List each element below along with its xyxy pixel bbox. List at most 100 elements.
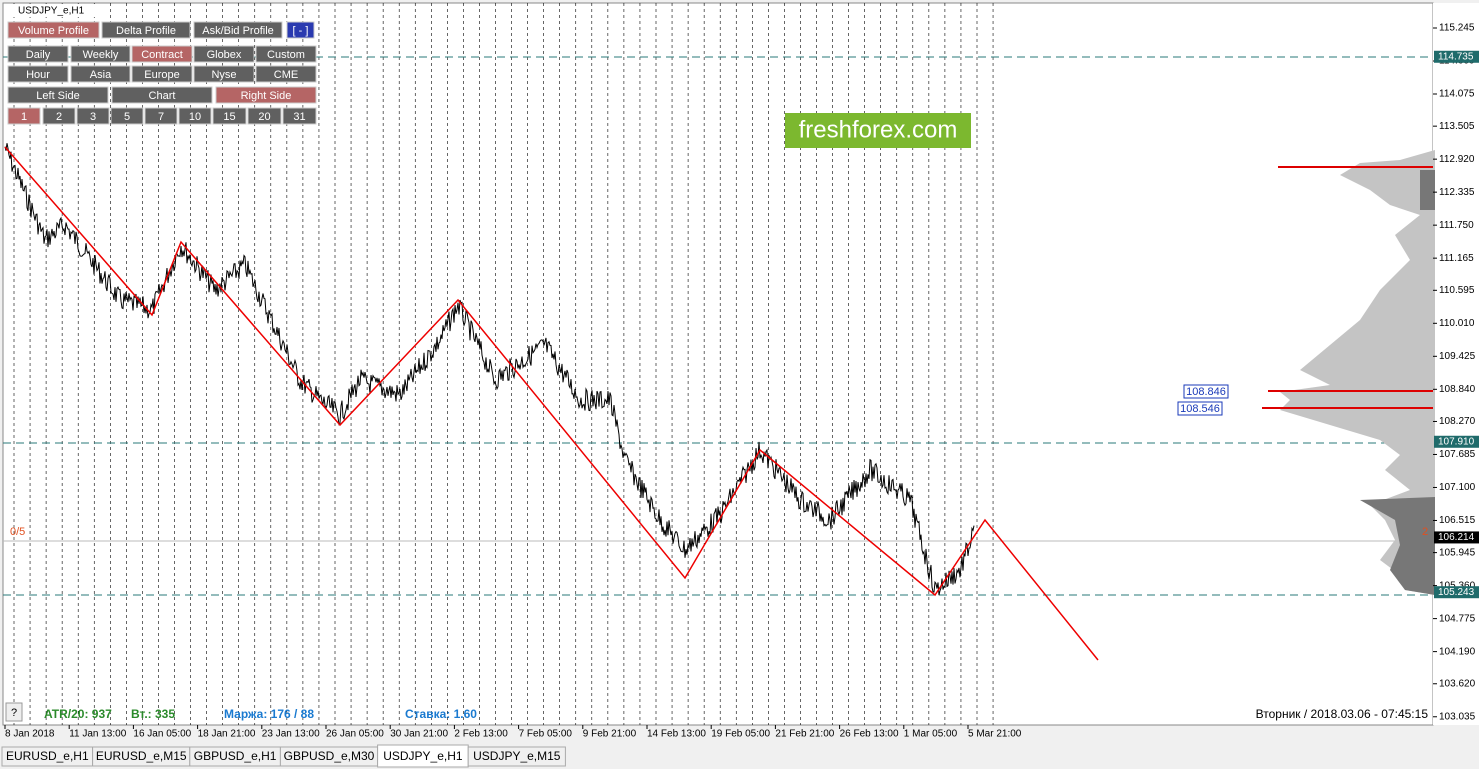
toolbar-button-label[interactable]: Delta Profile: [116, 25, 176, 37]
toolbar-button[interactable]: [70, 45, 131, 63]
toolbar-button[interactable]: [247, 107, 282, 125]
time-label: 18 Jan 21:00: [198, 729, 256, 740]
toolbar-button-label[interactable]: CME: [274, 69, 298, 81]
window-title: USDJPY_e,H1: [18, 6, 85, 17]
price-line: [4, 143, 975, 596]
time-label: 21 Feb 21:00: [775, 729, 834, 740]
tab[interactable]: [467, 746, 566, 767]
volume-profile: [1280, 150, 1435, 595]
price-label: 114.075: [1439, 89, 1475, 100]
price-axis: [1433, 3, 1479, 725]
toolbar-button-label[interactable]: Weekly: [83, 49, 119, 61]
price-label: 111.750: [1439, 220, 1474, 231]
toolbar-button[interactable]: [7, 107, 41, 125]
toolbar-button[interactable]: [7, 45, 69, 63]
toolbar-button-label[interactable]: Custom: [267, 49, 305, 61]
corner-button-label[interactable]: ?: [11, 707, 17, 719]
price-marker: [1434, 435, 1479, 448]
zigzag: [4, 146, 1099, 661]
toolbar-button-label[interactable]: Asia: [90, 69, 112, 81]
toolbar-button-label[interactable]: Europe: [144, 69, 179, 81]
toolbar-button-label[interactable]: Daily: [26, 49, 51, 61]
toolbar-button[interactable]: [193, 45, 255, 63]
left-marker: 0/5: [10, 526, 25, 538]
toolbar-button-label[interactable]: Hour: [26, 69, 50, 81]
tab-label[interactable]: GBPUSD_e,M30: [284, 749, 375, 763]
toolbar-button[interactable]: [111, 86, 213, 104]
corner-button[interactable]: [5, 702, 23, 722]
toolbar-button-label[interactable]: Nyse: [211, 69, 236, 81]
toolbar-button[interactable]: [193, 21, 283, 39]
volume-profile-zone: [1360, 497, 1435, 595]
toolbar-button[interactable]: [7, 21, 100, 39]
level-box-label: 108.846: [1186, 386, 1226, 398]
toolbar-button-label[interactable]: Globex: [207, 49, 242, 61]
toolbar-button[interactable]: [131, 45, 193, 63]
time-label: 2 Feb 13:00: [454, 729, 508, 740]
toolbar-button-label[interactable]: Chart: [149, 90, 176, 102]
toolbar-button-label[interactable]: 3: [90, 111, 96, 123]
toolbar-button[interactable]: [286, 21, 315, 39]
level-box: [1183, 384, 1229, 399]
toolbar-button[interactable]: [110, 107, 144, 125]
toolbar-button-label[interactable]: Volume Profile: [18, 25, 89, 37]
price-label: 107.685: [1439, 449, 1476, 460]
datetime: Вторник / 2018.03.06 - 07:45:15: [1256, 707, 1429, 721]
toolbar-button[interactable]: [282, 107, 317, 125]
toolbar-button[interactable]: [70, 65, 131, 83]
toolbar-button[interactable]: [7, 65, 69, 83]
toolbar-button-label[interactable]: 5: [124, 111, 130, 123]
toolbar-button-label[interactable]: Contract: [141, 49, 183, 61]
toolbar-button-label[interactable]: 15: [223, 111, 235, 123]
price-label: 111.165: [1439, 253, 1474, 264]
time-label: 19 Feb 05:00: [711, 729, 770, 740]
tab-label[interactable]: GBPUSD_e,H1: [194, 749, 277, 763]
tab-label[interactable]: EURUSD_e,H1: [6, 749, 89, 763]
toolbar-button-label[interactable]: [ - ]: [293, 25, 309, 37]
toolbar-button[interactable]: [131, 65, 193, 83]
price-label: 107.100: [1439, 482, 1476, 493]
price-label: 104.775: [1439, 613, 1476, 624]
level-box-label: 108.546: [1180, 403, 1220, 415]
toolbar-button-label[interactable]: Left Side: [36, 90, 79, 102]
price-label: 108.840: [1439, 384, 1476, 395]
atr: ATR/20: 937: [44, 707, 112, 721]
price-marker-label: 114.735: [1438, 51, 1474, 62]
toolbar-button[interactable]: [212, 107, 247, 125]
toolbar-button-label[interactable]: 2: [56, 111, 62, 123]
toolbar-button[interactable]: [255, 65, 317, 83]
price-label: 112.335: [1439, 187, 1475, 198]
rate: Ставка: 1.60: [405, 707, 477, 721]
time-label: 16 Jan 05:00: [133, 729, 191, 740]
tab-label[interactable]: EURUSD_e,M15: [96, 749, 187, 763]
toolbar-button[interactable]: [193, 65, 255, 83]
toolbar-button[interactable]: [215, 86, 317, 104]
level-box: [1177, 401, 1223, 416]
toolbar-button-label[interactable]: 7: [158, 111, 164, 123]
time-label: 30 Jan 21:00: [390, 729, 448, 740]
tab-label[interactable]: USDJPY_e,M15: [473, 749, 561, 763]
price-marker: [1434, 531, 1479, 544]
toolbar-button-label[interactable]: 10: [189, 111, 201, 123]
price-marker-label: 107.910: [1438, 436, 1475, 447]
toolbar-button-label[interactable]: Right Side: [241, 90, 292, 102]
toolbar-button[interactable]: [76, 107, 110, 125]
time-label: 11 Jan 13:00: [69, 729, 127, 740]
toolbar-button[interactable]: [7, 86, 109, 104]
price-label: 108.270: [1439, 416, 1476, 427]
toolbar-button-label[interactable]: Ask/Bid Profile: [202, 25, 274, 37]
toolbar-button[interactable]: [255, 45, 317, 63]
toolbar-button[interactable]: [144, 107, 178, 125]
toolbar-button-label[interactable]: 1: [21, 111, 27, 123]
toolbar-button[interactable]: [178, 107, 212, 125]
price-label: 103.620: [1439, 678, 1476, 689]
margin: Маржа: 176 / 88: [224, 707, 314, 721]
price-label: 105.945: [1439, 547, 1476, 558]
toolbar-button-label[interactable]: 20: [258, 111, 270, 123]
brand-box: [785, 113, 971, 148]
price-label: 106.515: [1439, 515, 1476, 526]
toolbar-button[interactable]: [42, 107, 76, 125]
toolbar-button[interactable]: [101, 21, 191, 39]
tab-label[interactable]: USDJPY_e,H1: [383, 749, 463, 763]
toolbar-button-label[interactable]: 31: [293, 111, 305, 123]
